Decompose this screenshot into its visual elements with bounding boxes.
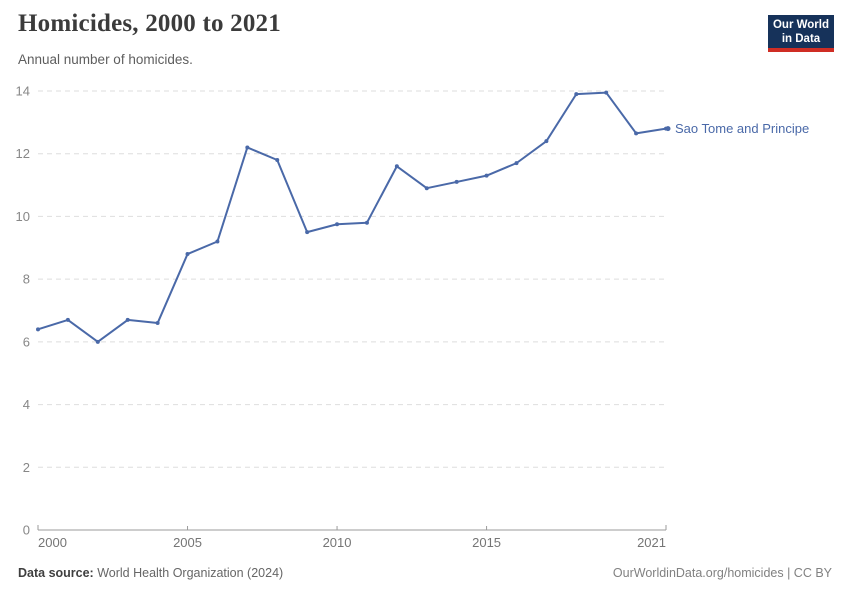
data-point[interactable] <box>544 139 549 144</box>
x-tick-label: 2000 <box>38 535 67 550</box>
logo-line1: Our World <box>772 18 829 31</box>
data-point[interactable] <box>275 157 280 162</box>
data-point[interactable] <box>484 173 489 178</box>
data-point[interactable] <box>604 90 609 95</box>
credit-link[interactable]: OurWorldinData.org/homicides | CC BY <box>612 566 832 580</box>
data-point[interactable] <box>454 179 459 184</box>
x-tick-label: 2005 <box>173 535 202 550</box>
data-point[interactable] <box>215 239 220 244</box>
data-point[interactable] <box>394 164 399 169</box>
data-point[interactable] <box>305 230 310 235</box>
data-point[interactable] <box>514 161 519 166</box>
y-tick-label: 4 <box>23 397 30 412</box>
y-tick-label: 0 <box>23 523 30 538</box>
data-point[interactable] <box>185 252 190 257</box>
data-source-label: Data source: <box>18 566 94 580</box>
data-point[interactable] <box>574 92 579 97</box>
y-tick-label: 6 <box>23 334 30 349</box>
y-tick-label: 10 <box>16 209 30 224</box>
y-tick-label: 2 <box>23 460 30 475</box>
line-end-marker <box>665 126 671 132</box>
data-point[interactable] <box>245 145 250 150</box>
x-tick-label: 2021 <box>637 535 666 550</box>
data-point[interactable] <box>155 321 160 326</box>
data-point[interactable] <box>335 222 340 227</box>
y-tick-label: 14 <box>16 84 30 99</box>
y-tick-label: 12 <box>16 146 30 161</box>
data-point[interactable] <box>364 220 369 225</box>
data-source-value: World Health Organization (2024) <box>93 566 284 580</box>
chart-footer: Data source: World Health Organization (… <box>18 566 832 580</box>
x-tick-label: 2010 <box>323 535 352 550</box>
data-point[interactable] <box>424 186 429 191</box>
data-source: Data source: World Health Organization (… <box>18 566 283 580</box>
page-title: Homicides, 2000 to 2021 <box>18 10 281 37</box>
data-point[interactable] <box>36 327 40 332</box>
data-point[interactable] <box>634 131 639 136</box>
series-label: Sao Tome and Principe <box>675 121 809 136</box>
data-point[interactable] <box>65 317 70 322</box>
data-point[interactable] <box>125 317 130 322</box>
x-tick-label: 2015 <box>472 535 501 550</box>
y-tick-label: 8 <box>23 272 30 287</box>
line-chart[interactable]: 0 2 4 6 8 10 12 14 2000 2005 2010 2015 2021 Sao Tome … <box>0 80 850 558</box>
owid-logo[interactable]: Our World in Data <box>768 15 834 52</box>
data-line[interactable] <box>37 91 667 343</box>
data-point[interactable] <box>95 339 100 344</box>
logo-line2: in Data <box>781 32 821 45</box>
chart-subtitle: Annual number of homicides. <box>18 52 193 67</box>
